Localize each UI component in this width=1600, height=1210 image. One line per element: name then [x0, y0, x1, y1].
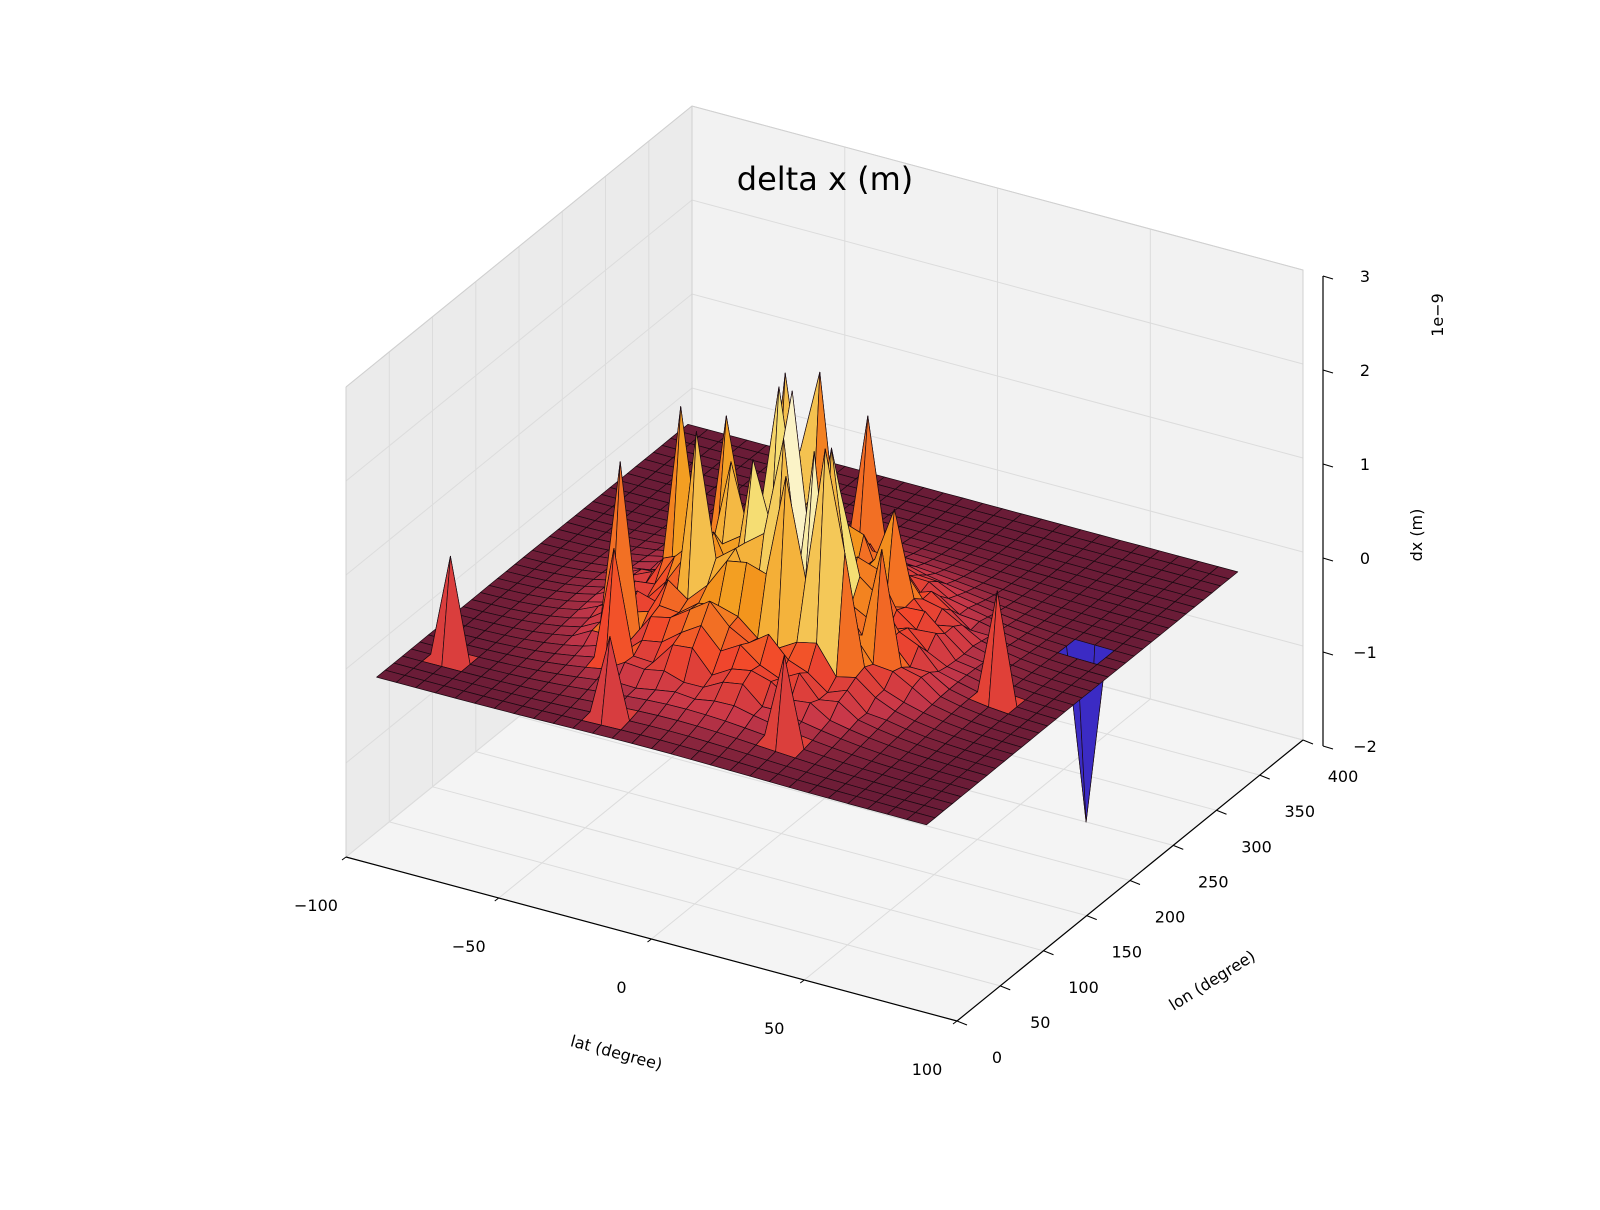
y-tick	[1302, 739, 1314, 745]
x-tick	[647, 938, 652, 943]
surface-plot	[376, 371, 1239, 826]
x-tick	[799, 979, 805, 984]
y-tick-label: 250	[1198, 872, 1229, 891]
y-tick	[1043, 950, 1054, 956]
y-tick-label: 100	[1068, 978, 1099, 997]
z-tick	[1322, 651, 1334, 656]
z-tick-label: −1	[1353, 643, 1377, 662]
x-tick	[494, 897, 500, 902]
z-tick	[1322, 275, 1334, 280]
y-tick-label: 50	[1030, 1013, 1050, 1032]
y-tick-label: 300	[1241, 837, 1272, 856]
y-tick-label: 150	[1111, 943, 1142, 962]
z-tick-label: −2	[1353, 737, 1377, 756]
y-tick-label: 350	[1284, 802, 1315, 821]
x-tick	[341, 856, 347, 861]
y-tick	[1259, 774, 1270, 780]
z-tick	[1322, 745, 1334, 750]
z-scale-offset-label: 1e−9	[1428, 293, 1447, 337]
x-tick-label: −100	[294, 896, 338, 915]
x-tick-label: 0	[616, 978, 626, 997]
z-tick-label: 2	[1360, 361, 1370, 380]
z-tick-label: 1	[1360, 455, 1370, 474]
pane-edge	[345, 105, 1304, 740]
z-tick-label: 0	[1360, 549, 1370, 568]
chart-title: delta x (m)	[737, 160, 913, 198]
y-tick	[1216, 809, 1227, 815]
y-tick	[1000, 985, 1011, 991]
y-tick	[1086, 915, 1097, 921]
z-tick	[1322, 369, 1334, 374]
y-tick	[1173, 844, 1184, 850]
z-axis-label: dx (m)	[1407, 509, 1426, 562]
x-tick-label: 50	[764, 1019, 784, 1038]
y-tick-label: 200	[1155, 908, 1186, 927]
z-tick	[1322, 463, 1334, 468]
y-tick	[1129, 880, 1141, 885]
x-tick-label: 100	[912, 1060, 943, 1079]
x-tick	[952, 1020, 958, 1025]
x-tick-label: −50	[452, 937, 486, 956]
z-tick	[1322, 557, 1334, 562]
y-tick-label: 0	[992, 1048, 1002, 1067]
y-tick	[956, 1020, 968, 1026]
ticks	[341, 275, 1334, 1026]
surface-facet	[906, 812, 936, 826]
y-tick-label: 400	[1328, 767, 1359, 786]
z-tick-label: 3	[1360, 267, 1370, 286]
